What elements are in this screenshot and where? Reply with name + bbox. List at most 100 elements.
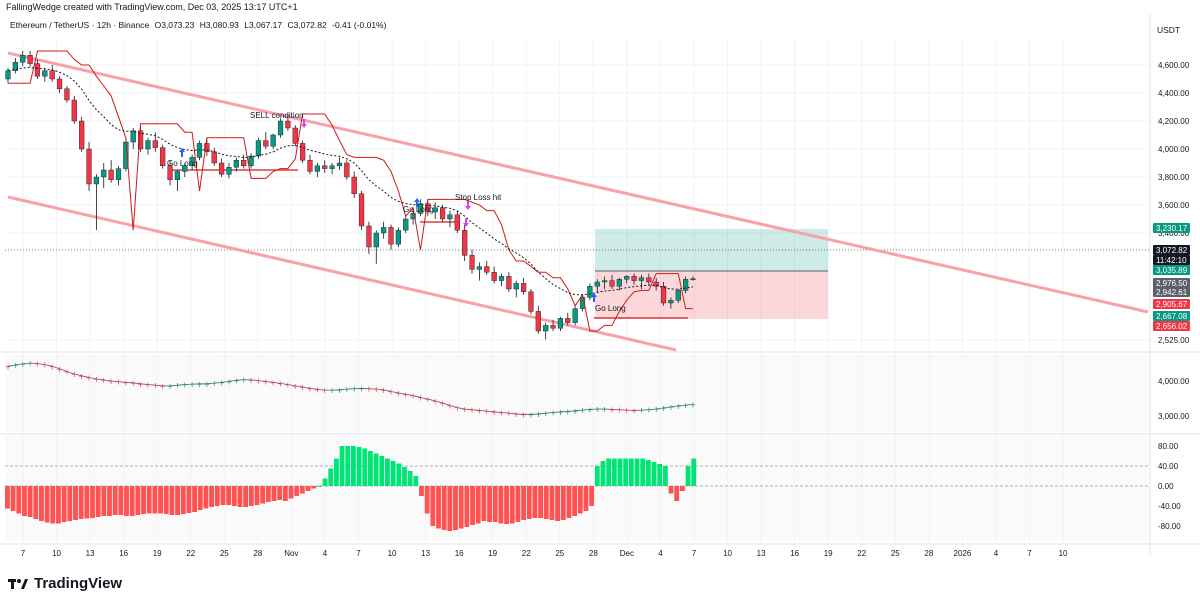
oscillator-bar — [311, 486, 317, 489]
candle-body — [550, 325, 556, 329]
oscillator-bar — [419, 486, 424, 496]
time-tick-label: 13 — [757, 549, 766, 558]
candle-body — [145, 140, 151, 150]
indicator-marker: + — [204, 380, 211, 389]
oscillator-bar — [56, 486, 61, 524]
oscillator-bar — [475, 486, 481, 524]
oscillator-bar — [617, 458, 623, 486]
ohlc-low: L3,067.17 — [244, 20, 283, 30]
ohlc-close: C3,072.82 — [287, 20, 327, 30]
oscillator-bar — [209, 486, 215, 507]
indicator-marker: + — [388, 388, 395, 397]
candle-body — [498, 276, 505, 281]
candle-body — [167, 165, 173, 181]
oscillator-bar — [322, 478, 328, 486]
candle-body — [506, 276, 512, 290]
indicator-marker: + — [93, 375, 100, 384]
oscillator-bar — [606, 458, 612, 486]
oscillator-bar — [328, 468, 334, 486]
oscillator-bar — [674, 486, 680, 501]
candle-body — [160, 147, 166, 167]
oscillator-bar — [152, 486, 158, 514]
candle-body — [27, 55, 33, 64]
oscillator-bar — [657, 464, 663, 486]
indicator-marker: + — [498, 409, 505, 418]
price-tag — [1153, 311, 1190, 321]
indicator-marker: + — [417, 393, 424, 402]
oscillator-bar — [175, 486, 180, 515]
candle-body — [484, 266, 490, 273]
oscillator-bar — [237, 486, 243, 507]
oscillator-bar — [220, 486, 226, 505]
profit-zone — [595, 229, 828, 271]
candle-body — [64, 88, 70, 101]
oscillator-bar — [345, 446, 351, 486]
channel-lower-line — [7, 195, 677, 352]
candle-body — [395, 229, 401, 245]
oscillator-bar — [50, 486, 56, 524]
indicator-marker: + — [336, 386, 343, 395]
symbol-name[interactable]: Ethereum / TetherUS · 12h · Binance — [10, 20, 150, 30]
oscillator-bar — [623, 458, 629, 486]
oscillator-bar — [560, 486, 566, 520]
indicator-marker: + — [218, 378, 225, 387]
candle-body — [572, 308, 578, 323]
indicator-marker: + — [115, 378, 122, 387]
candle-body — [211, 151, 217, 164]
indicator-marker: + — [152, 381, 159, 390]
indicator-marker: + — [49, 362, 56, 371]
oscillator-bar — [277, 486, 283, 500]
price-tag-label: 2,656.02 — [1156, 322, 1188, 331]
candle-body — [5, 70, 11, 80]
indicator-marker: + — [262, 377, 269, 386]
candle-body — [624, 276, 630, 280]
time-tick-label: 7 — [1027, 549, 1032, 558]
indicator-marker: + — [108, 377, 115, 386]
indicator-marker: + — [27, 359, 34, 368]
indicator-marker: + — [564, 407, 571, 416]
candle-body — [638, 277, 645, 281]
price-tag — [1153, 265, 1190, 275]
indicator-marker: + — [483, 407, 490, 416]
oscillator-bar — [339, 446, 345, 486]
oscillator-bar — [129, 486, 135, 516]
candle-body — [557, 318, 564, 329]
oscillator-bar — [572, 486, 578, 516]
oscillator-bar — [600, 461, 606, 486]
currency-label[interactable]: USDT — [1157, 25, 1181, 35]
price-tick-label: 4,200.00 — [1158, 117, 1190, 126]
candle-body — [322, 165, 328, 169]
oscillator-bar — [288, 486, 294, 499]
candle-body — [646, 277, 652, 283]
oscillator-bar — [498, 486, 504, 524]
oscillator-bar — [231, 486, 237, 506]
buy-signal-arrow-icon — [179, 148, 185, 157]
candle-body — [579, 297, 586, 309]
candle-body — [292, 127, 298, 144]
indicator-marker: + — [439, 399, 446, 408]
candle-body — [587, 286, 593, 298]
oscillator-bar — [492, 486, 498, 522]
oscillator-bar — [470, 486, 475, 525]
time-tick-label: 16 — [455, 549, 464, 558]
oscillator-bar — [413, 476, 419, 486]
oscillator-bar — [67, 486, 73, 521]
oscillator-bar — [243, 486, 249, 507]
oscillator-bar — [282, 486, 288, 501]
indicator-marker: + — [233, 376, 240, 385]
candle-body — [336, 162, 343, 166]
oscillator-bar — [611, 458, 617, 486]
price-tag — [1153, 287, 1190, 297]
price-tag-label: 2,905.67 — [1156, 300, 1188, 309]
oscillator-bar — [362, 448, 368, 486]
indicator-marker: + — [307, 384, 314, 393]
tradingview-brand[interactable]: TradingView — [8, 575, 122, 592]
candle-body — [690, 278, 696, 280]
candle-body — [300, 143, 306, 161]
indicator-marker: + — [145, 381, 152, 390]
oscillator-bar — [515, 486, 521, 522]
indicator-marker: + — [653, 405, 660, 414]
oscillator-bar — [685, 466, 691, 486]
